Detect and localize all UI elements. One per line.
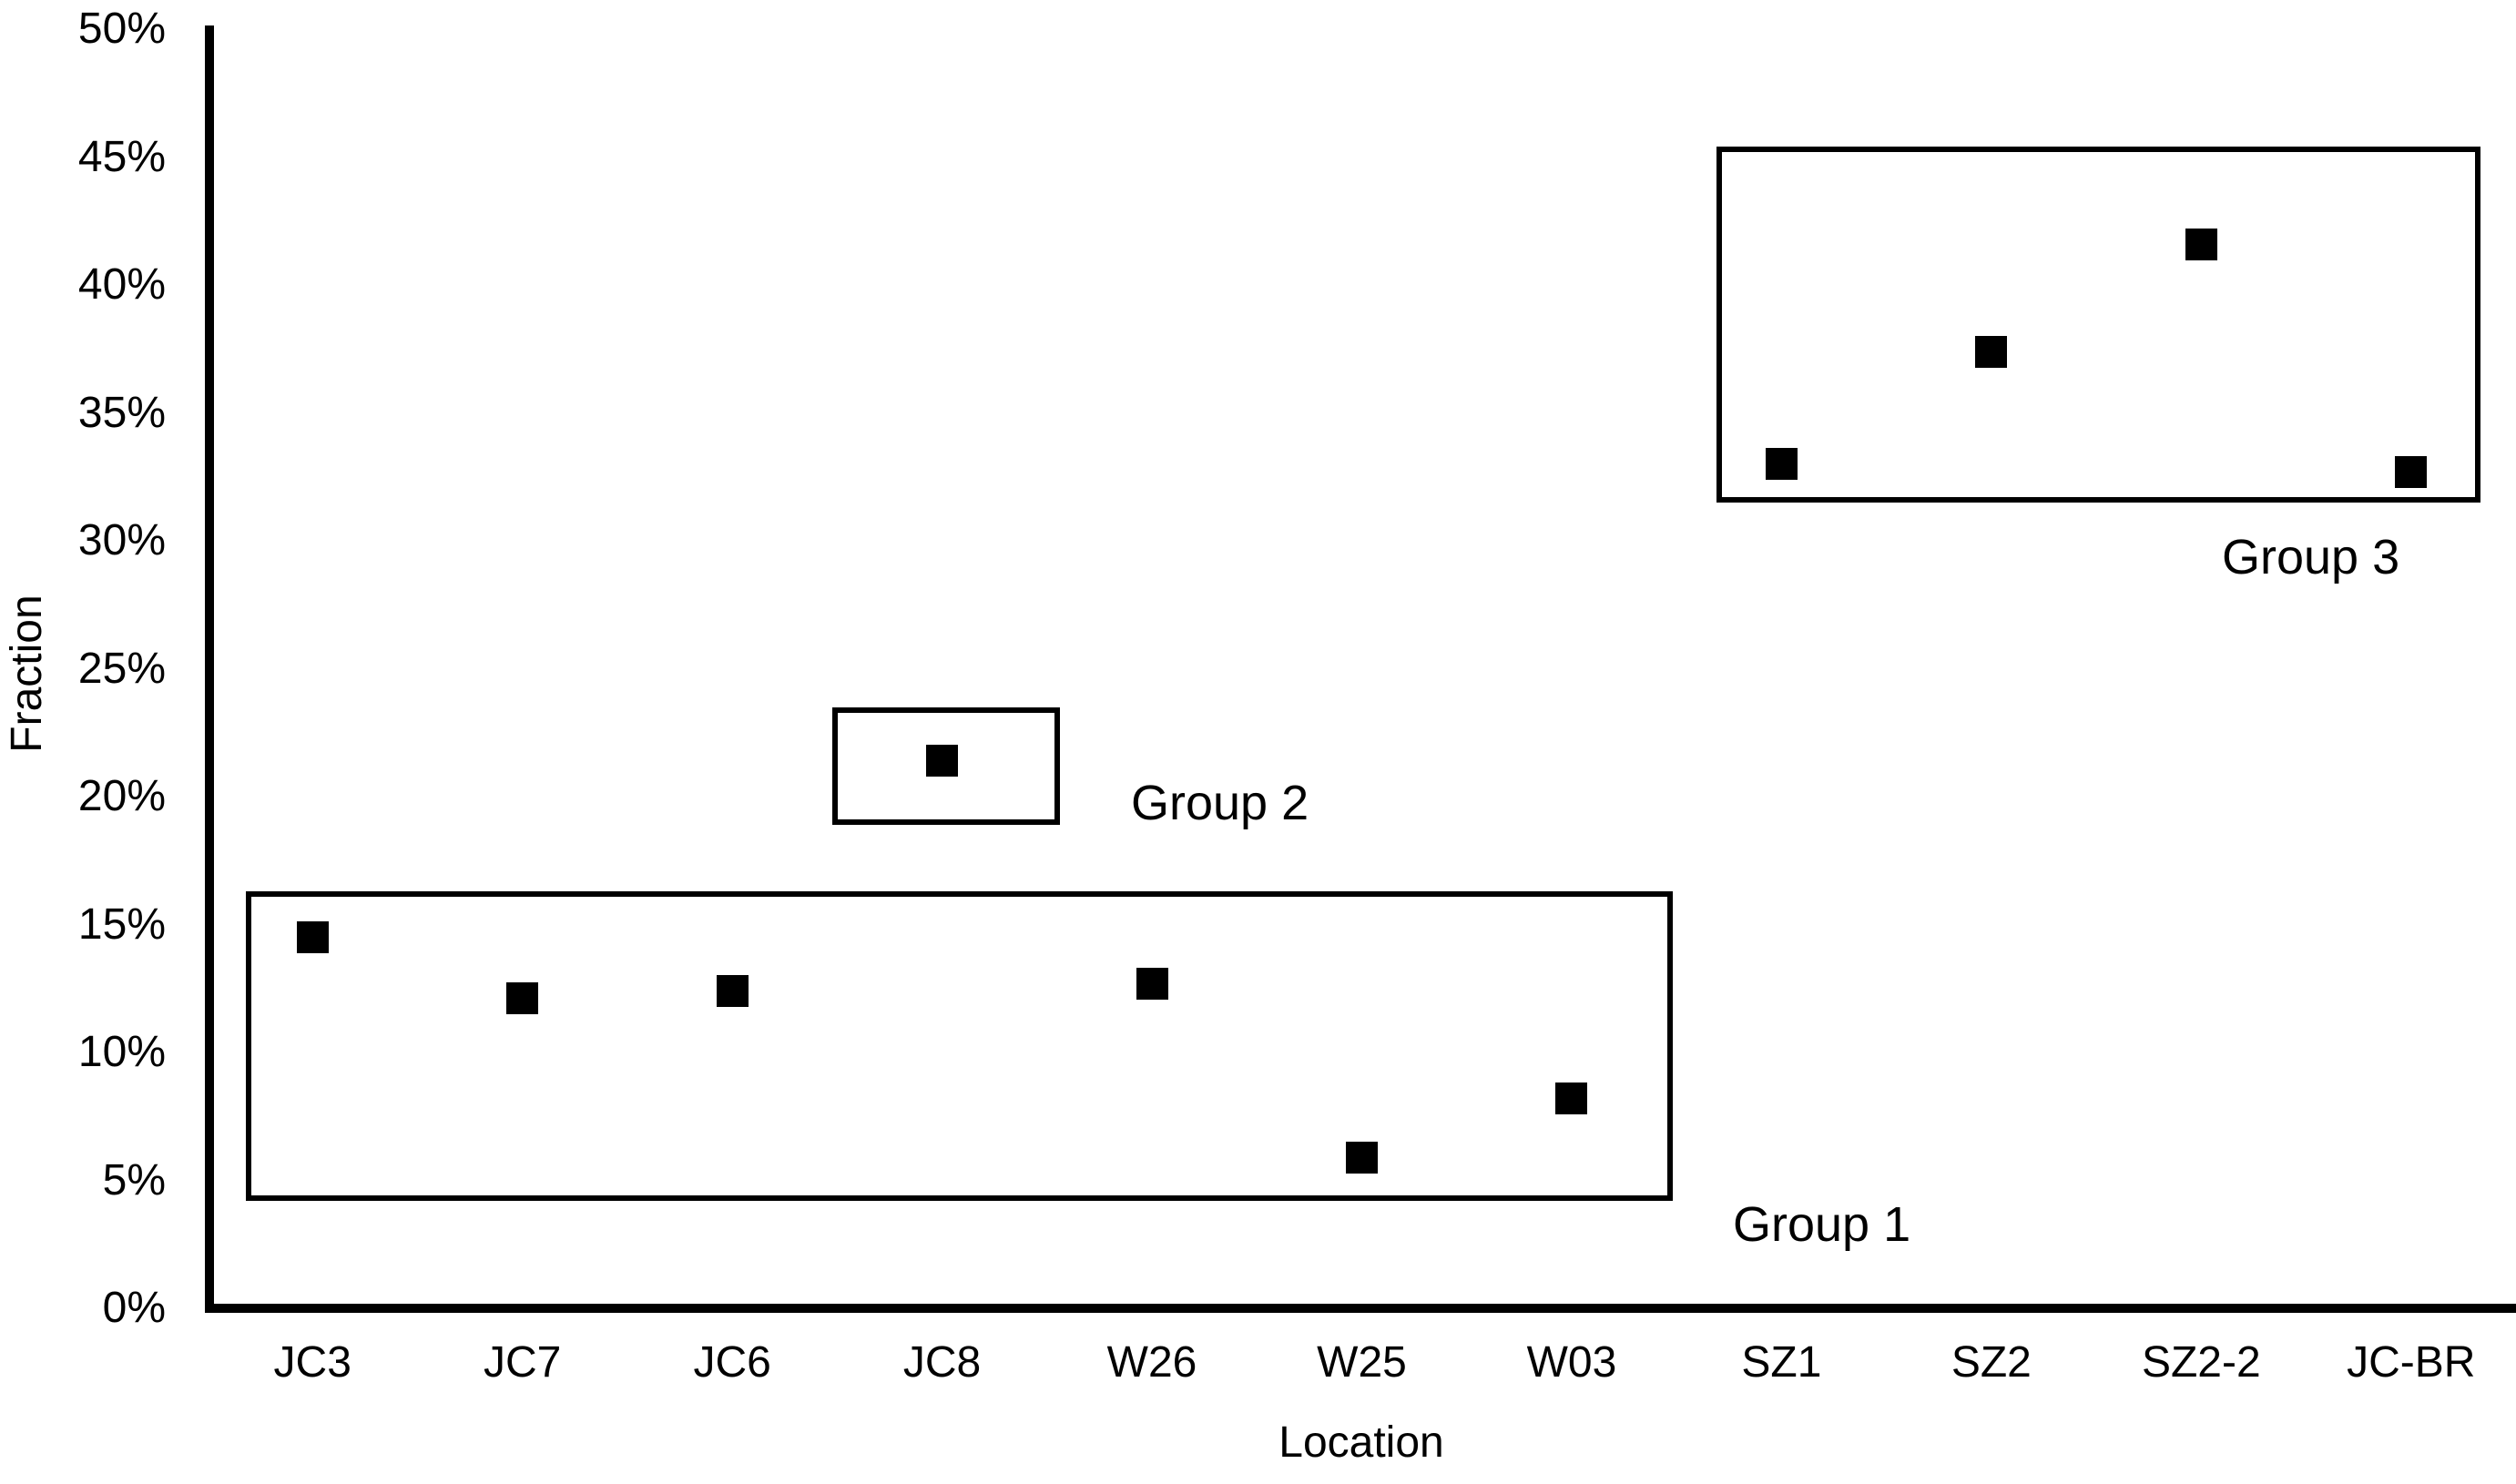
data-point bbox=[2395, 455, 2428, 488]
group-box bbox=[246, 890, 1673, 1201]
x-axis-title: Location bbox=[1278, 1418, 1444, 1467]
x-tick-label: W26 bbox=[1106, 1338, 1197, 1387]
x-tick-label: JC8 bbox=[902, 1338, 982, 1387]
data-point bbox=[506, 982, 539, 1015]
x-tick-label: SZ2 bbox=[1951, 1338, 2032, 1387]
group-label: Group 3 bbox=[2222, 530, 2400, 584]
y-tick-label: 5% bbox=[102, 1155, 166, 1204]
data-point bbox=[1765, 448, 1798, 481]
data-point bbox=[2185, 228, 2217, 260]
x-tick-label: JC-BR bbox=[2347, 1338, 2476, 1387]
y-tick-label: 15% bbox=[77, 900, 166, 949]
y-tick-label: 25% bbox=[77, 644, 166, 693]
y-tick-label: 50% bbox=[77, 5, 166, 53]
y-tick-label: 20% bbox=[77, 772, 166, 820]
x-tick-label: JC3 bbox=[273, 1338, 351, 1387]
group-box bbox=[1716, 147, 2480, 503]
data-point bbox=[296, 921, 329, 954]
data-point bbox=[716, 975, 749, 1008]
x-tick-label: SZ1 bbox=[1741, 1338, 1822, 1387]
data-point bbox=[1975, 335, 2008, 368]
x-tick-label: JC6 bbox=[693, 1338, 771, 1387]
y-tick-label: 35% bbox=[77, 388, 166, 437]
data-point bbox=[1136, 967, 1168, 1000]
y-tick-label: 45% bbox=[77, 132, 166, 181]
data-point bbox=[926, 745, 959, 778]
data-point bbox=[1555, 1083, 1588, 1115]
x-axis-line bbox=[205, 1304, 2516, 1313]
y-axis-line bbox=[205, 25, 214, 1313]
group-box bbox=[831, 706, 1060, 825]
x-tick-label: W03 bbox=[1526, 1338, 1617, 1387]
y-tick-label: 30% bbox=[77, 516, 166, 564]
y-tick-label: 0% bbox=[102, 1284, 166, 1332]
group-label: Group 1 bbox=[1733, 1197, 1911, 1252]
data-point bbox=[1346, 1141, 1378, 1174]
group-label: Group 2 bbox=[1131, 776, 1309, 830]
y-tick-label: 10% bbox=[77, 1028, 166, 1076]
x-tick-label: SZ2-2 bbox=[2141, 1338, 2261, 1387]
x-tick-label: JC7 bbox=[483, 1338, 562, 1387]
y-tick-label: 40% bbox=[77, 260, 166, 309]
x-tick-label: W25 bbox=[1317, 1338, 1407, 1387]
